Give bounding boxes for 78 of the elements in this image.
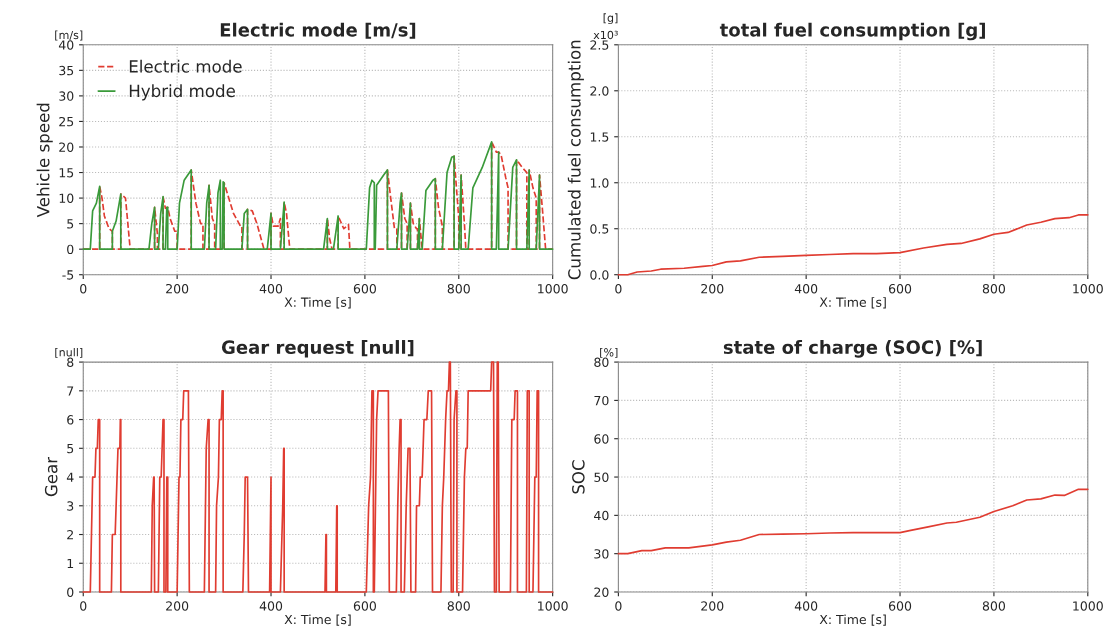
y-axis-title: Gear bbox=[44, 456, 58, 497]
x-tick-label: 400 bbox=[794, 601, 818, 611]
y-tick-label: 30 bbox=[59, 91, 74, 101]
x-tick-label: 600 bbox=[353, 283, 376, 294]
y-tick-label: 1.0 bbox=[590, 178, 609, 188]
y-tick-label: 10 bbox=[59, 193, 74, 203]
y-tick-label: 20 bbox=[594, 587, 609, 597]
x-tick-label: 0 bbox=[80, 283, 87, 294]
x-tick-label: 600 bbox=[888, 283, 912, 294]
y-axis-title: Vehicle speed bbox=[36, 103, 53, 218]
x-tick-label: 1000 bbox=[538, 601, 568, 611]
y-tick-label: 2.5 bbox=[590, 40, 609, 50]
text: [g] bbox=[603, 13, 618, 25]
x-tick-label: 400 bbox=[259, 283, 283, 294]
y-tick-label: 20 bbox=[59, 142, 74, 152]
y-tick-label: 0 bbox=[67, 244, 74, 255]
x-tick-label: 800 bbox=[447, 283, 470, 294]
x-tick-label: 400 bbox=[794, 283, 818, 294]
line-series bbox=[82, 141, 554, 251]
y-tick-label: 7 bbox=[67, 386, 74, 396]
y-tick-label: 15 bbox=[59, 168, 74, 178]
chart-title: Electric mode [m/s] bbox=[220, 22, 416, 39]
x-axis-title: X: Time [s] bbox=[284, 614, 351, 626]
y-tick-label: 40 bbox=[594, 510, 609, 521]
x-tick-label: 800 bbox=[982, 601, 1006, 611]
y-tick-label: 80 bbox=[594, 357, 609, 368]
y-tick-label: 2.0 bbox=[590, 86, 609, 96]
y-tick-label: 60 bbox=[594, 434, 609, 444]
x-tick-label: 600 bbox=[353, 601, 376, 611]
x-axis-title: X: Time [s] bbox=[284, 297, 351, 309]
y-tick-label: 6 bbox=[67, 415, 74, 425]
y-tick-label: -5 bbox=[62, 270, 74, 280]
x-tick-label: 200 bbox=[701, 601, 724, 611]
y-tick-label: 50 bbox=[594, 472, 609, 482]
x-tick-label: 800 bbox=[447, 601, 470, 611]
y-tick-label: 70 bbox=[594, 395, 609, 406]
x-tick-label: 0 bbox=[80, 601, 87, 611]
x-axis-title: X: Time [s] bbox=[819, 297, 886, 309]
y-axis-title: Cumulated fuel consumption bbox=[567, 40, 584, 280]
chart-title: state of charge (SOC) [%] bbox=[723, 340, 982, 358]
y-tick-label: 0.5 bbox=[590, 224, 609, 234]
text: x10³ bbox=[593, 30, 618, 40]
y-tick-label: 1 bbox=[67, 558, 74, 569]
y-tick-label: 0.0 bbox=[590, 270, 609, 280]
text: [%] bbox=[600, 347, 618, 358]
y-tick-label: 0 bbox=[67, 587, 74, 597]
y-axis-title: SOC bbox=[572, 460, 585, 494]
x-axis-title: X: Time [s] bbox=[819, 614, 886, 626]
x-tick-label: 1000 bbox=[538, 283, 568, 294]
x-tick-label: 200 bbox=[701, 283, 724, 294]
y-tick-label: 3 bbox=[67, 501, 74, 511]
text: [m/s] bbox=[55, 30, 83, 41]
y-tick-label: 35 bbox=[59, 65, 74, 76]
x-tick-label: 0 bbox=[615, 283, 622, 294]
line-series bbox=[617, 488, 1089, 555]
line-series bbox=[82, 361, 554, 593]
chart-title: Gear request [null] bbox=[221, 340, 414, 358]
y-tick-label: 40 bbox=[58, 40, 74, 50]
y-tick-label: 25 bbox=[59, 116, 74, 127]
x-tick-label: 1000 bbox=[1073, 601, 1103, 611]
y-tick-label: 4 bbox=[66, 472, 74, 482]
legend-label: Electric mode bbox=[129, 59, 242, 73]
x-tick-label: 200 bbox=[166, 283, 189, 294]
x-tick-label: 1000 bbox=[1073, 283, 1103, 294]
y-tick-label: 8 bbox=[67, 357, 74, 368]
text: [null] bbox=[55, 347, 83, 358]
y-tick-label: 30 bbox=[594, 549, 609, 559]
x-tick-label: 0 bbox=[615, 601, 622, 611]
y-tick-label: 5 bbox=[67, 443, 74, 454]
chart-title: total fuel consumption [g] bbox=[719, 22, 985, 41]
x-tick-label: 200 bbox=[166, 601, 189, 611]
y-tick-label: 2 bbox=[67, 529, 73, 540]
legend-label: Hybrid mode bbox=[129, 84, 235, 101]
y-tick-label: 1.5 bbox=[590, 132, 609, 142]
x-tick-label: 800 bbox=[982, 283, 1006, 294]
y-tick-label: 5 bbox=[67, 219, 74, 229]
x-tick-label: 600 bbox=[888, 601, 912, 611]
x-tick-label: 400 bbox=[259, 601, 283, 611]
